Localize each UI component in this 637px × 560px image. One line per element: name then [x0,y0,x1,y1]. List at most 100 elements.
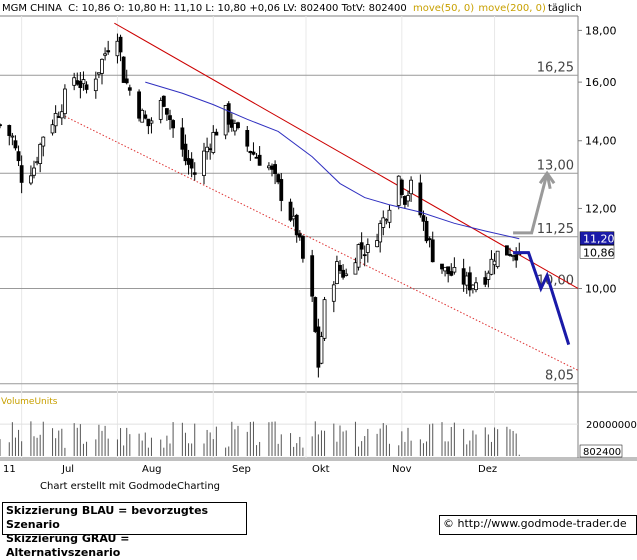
candle-body [406,195,410,202]
panel-frames [0,15,637,461]
candle-body [297,233,302,238]
candle-body [471,284,475,289]
candle-body [140,109,145,123]
candle-body [310,255,315,297]
moving-average-layer [145,81,520,240]
candle-body [19,165,24,183]
candle-body [375,240,379,248]
candle-body [409,179,413,195]
candle-body [467,272,472,291]
volume-label: VolumeUnits [1,397,58,407]
candle-body [149,120,154,124]
candle-body [257,154,262,166]
candle-body [396,175,401,206]
candle-body [492,260,497,266]
x-tick-label: Jul [61,464,74,475]
candle-body [403,196,407,205]
candle-body [32,167,36,176]
candle-body [378,223,383,243]
candle-body [106,50,111,53]
candle-body [208,148,213,151]
candle-body [440,263,444,270]
level-label: 11,25 [537,222,574,237]
candle-body [276,174,281,183]
level-label: 13,00 [537,158,574,173]
y-tick-label: 10,00 [585,282,617,295]
level-label: 8,05 [545,369,574,384]
source-box[interactable]: © http://www.godmode-trader.de [439,515,637,535]
candle-body [331,284,336,302]
candle-body [189,158,194,169]
candle-body [78,80,83,88]
source-url[interactable]: http://www.godmode-trader.de [457,517,627,530]
candle-body [421,215,426,222]
header-ohlc: C: 10,86 O: 10,80 H: 11,10 L: 10,80 +0,0… [68,3,407,14]
candle-body [316,326,321,368]
candle-body [273,164,277,174]
volume-panel: VolumeUnits 20000000 802400 [0,397,637,458]
candle-body [267,165,271,169]
x-tick-label: Dez [478,464,497,475]
candle-body [427,238,432,241]
candle-body [288,201,293,221]
candle-body [16,151,21,162]
header-period: täglich [548,3,582,14]
candle-body [254,156,259,159]
candle-body [183,143,188,162]
candle-body [75,80,80,85]
candle-body [100,58,104,74]
candle-body [245,129,250,147]
candle-body [353,262,358,275]
candle-body [449,271,454,276]
candle-body [137,91,141,119]
scenario-notes: Skizzierung BLAU = bevorzugtes Szenario … [2,502,247,559]
scenario-grey [513,172,552,235]
candles [0,33,522,378]
candle-body [335,261,339,285]
header-prefix: MGM CHINA [2,3,62,14]
note-grey: Skizzierung GRAU = Alternativszenario [6,532,130,559]
y-tick-label: 18,00 [585,24,617,37]
candle-body [508,253,512,256]
candle-body [93,78,98,92]
candle-body [344,273,349,276]
candle-body [443,266,447,272]
candle-body [53,113,58,127]
candle-body [226,103,231,125]
price-tag-label: 10,86 [583,246,615,259]
candle-body [84,84,89,90]
copyright-icon: © [443,517,454,530]
candle-body [41,136,46,147]
candle-body [319,336,324,364]
x-tick-label: 11 [3,464,16,475]
y-tick-label: 14,00 [585,135,617,148]
candle-body [229,119,234,128]
x-tick-label: Sep [232,464,251,475]
candle-body [186,158,191,165]
candle-body [192,172,197,175]
candle-body [270,165,274,170]
candle-body [59,111,64,119]
candle-body [214,131,219,136]
candle-body [63,88,67,115]
price-tag-box [579,231,615,245]
candle-body [10,135,15,138]
header-ticker: MGM CHINA C: 10,86 O: 10,80 H: 11,10 L: … [2,3,546,14]
candle-body [511,255,515,257]
candle-body [356,244,361,268]
candle-body [248,150,253,154]
candle-body [233,123,237,132]
x-tick-label: Aug [142,464,162,475]
candle-body [121,56,126,83]
y-tick-label: 16,00 [585,76,617,89]
candle-body [387,209,392,223]
candle-body [146,118,151,127]
x-axis: 11 Jul Aug Sep Okt Nov Dez [3,464,497,475]
candle-body [341,269,345,278]
level-label: 16,25 [537,60,574,75]
trendlines [64,22,579,371]
candle-body [0,124,2,127]
